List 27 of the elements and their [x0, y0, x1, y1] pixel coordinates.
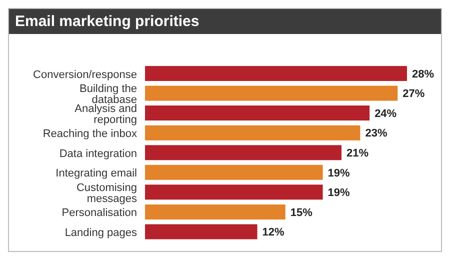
data-label: 12% [262, 226, 285, 239]
data-label: 19% [328, 167, 350, 180]
bar [145, 86, 398, 101]
bar [145, 106, 370, 121]
y-tick-label: Customising messages [76, 182, 138, 205]
data-label: 28% [412, 68, 434, 80]
bar [145, 125, 360, 140]
y-tick-label: Landing pages [64, 227, 138, 240]
bar [145, 224, 258, 240]
chart-title: Email marketing priorities [9, 9, 441, 34]
bar [145, 145, 342, 160]
y-tick-label: Integrating email [56, 168, 137, 180]
bar [145, 184, 323, 200]
data-label: 27% [402, 88, 425, 100]
y-tick-label: Personalisation [62, 207, 137, 220]
data-label: 21% [346, 148, 369, 160]
y-tick-label: Reaching the inbox [42, 128, 138, 140]
bar [145, 204, 286, 220]
y-tick-label: Analysis and reporting [74, 102, 137, 126]
y-tick-label: Conversion/response [33, 68, 137, 81]
y-tick-label: Data integration [59, 148, 137, 160]
data-label: 24% [374, 108, 397, 120]
data-label: 15% [290, 206, 313, 219]
bar [145, 66, 407, 81]
data-label: 23% [365, 128, 388, 140]
bar [145, 164, 323, 180]
data-label: 19% [328, 187, 350, 200]
